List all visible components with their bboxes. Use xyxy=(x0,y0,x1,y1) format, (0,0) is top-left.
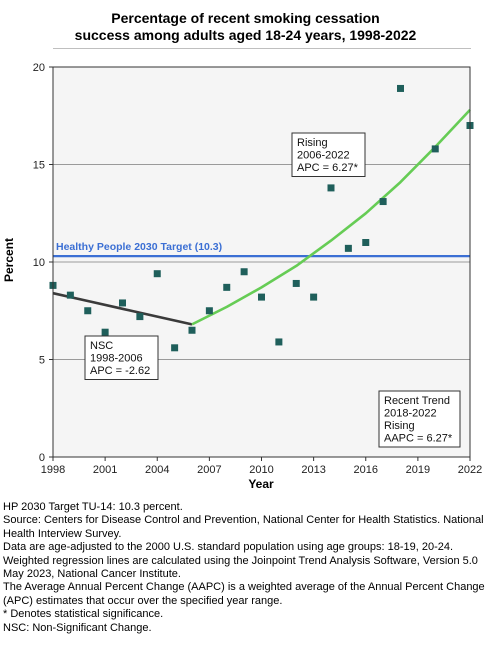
data-point xyxy=(240,268,248,276)
footnotes: HP 2030 Target TU-14: 10.3 percent. Sourc… xyxy=(3,501,489,635)
data-point xyxy=(362,239,370,246)
annotation-text: APC = -2.62 xyxy=(90,365,150,377)
data-point xyxy=(136,313,144,321)
annotation-text: Recent Trend xyxy=(384,395,450,407)
x-tick-label: 1998 xyxy=(41,464,65,476)
annotation-text: 2006-2022 xyxy=(297,150,350,162)
y-tick-label: 10 xyxy=(33,257,45,269)
data-point xyxy=(397,84,404,92)
x-axis-ticks: 1998 2001 2004 2007 2010 2013 2016 2019 2022 xyxy=(41,457,482,476)
annotation-text: 1998-2006 xyxy=(90,353,143,365)
y-tick-label: 15 xyxy=(33,160,45,172)
x-tick-label: 2013 xyxy=(301,464,325,476)
annotation-frame xyxy=(378,390,461,448)
y-axis-label: Percent xyxy=(2,238,16,282)
x-tick-label: 2010 xyxy=(249,464,273,476)
x-tick-label: 2022 xyxy=(458,464,482,476)
data-point xyxy=(188,326,196,334)
annotation-text: Rising xyxy=(384,420,415,432)
data-point xyxy=(292,279,300,287)
data-point xyxy=(275,338,283,346)
annotation-text: AAPC = 6.27* xyxy=(384,433,453,445)
data-point xyxy=(258,293,265,301)
footnote-line: Weighted regression lines are calculated… xyxy=(3,554,478,581)
data-point xyxy=(344,244,352,252)
footnote-line: HP 2030 Target TU-14: 10.3 percent. xyxy=(3,501,183,513)
x-tick-label: 2019 xyxy=(406,464,430,476)
data-point xyxy=(84,307,92,315)
data-point xyxy=(171,344,179,352)
x-axis-label: Year xyxy=(248,477,274,491)
trend-line xyxy=(52,291,193,326)
chart-title: Percentage of recent smoking cessation s… xyxy=(0,10,491,44)
footnote-line: * Denotes statistical significance. xyxy=(3,608,164,621)
x-tick-label: 2004 xyxy=(145,464,169,476)
data-point xyxy=(66,291,74,299)
annotation-frame xyxy=(291,132,366,177)
data-point xyxy=(101,328,109,336)
footnote-line: Data are age-adjusted to the 2000 U.S. s… xyxy=(3,541,454,554)
target-label: Healthy People 2030 Target (10.3) xyxy=(56,241,222,253)
data-point xyxy=(379,198,387,206)
trend-line xyxy=(191,109,471,326)
data-point xyxy=(310,293,318,301)
annotation-text: Rising xyxy=(297,137,328,149)
data-point xyxy=(327,184,335,192)
footnote-line: NSC: Non-Significant Change. xyxy=(3,621,152,634)
annotation-frame xyxy=(84,335,159,380)
annotation-text: APC = 6.27* xyxy=(297,162,359,174)
y-axis-ticks: 0 5 10 15 20 xyxy=(33,62,53,464)
title-divider xyxy=(53,48,471,49)
x-tick-label: 2001 xyxy=(93,464,117,476)
target-line-group: Healthy People 2030 Target (10.3) xyxy=(53,241,470,258)
annotation-text: 2018-2022 xyxy=(384,408,437,420)
data-point xyxy=(223,283,231,291)
data-point xyxy=(205,307,213,315)
annotation-text: NSC xyxy=(90,340,113,352)
data-point xyxy=(119,299,126,307)
chart-title-line-2: success among adults aged 18-24 years, 1… xyxy=(74,27,417,43)
x-tick-label: 2016 xyxy=(354,464,378,476)
data-point xyxy=(153,270,161,278)
chart-title-line-1: Percentage of recent smoking cessation xyxy=(111,10,380,26)
y-tick-label: 20 xyxy=(33,62,45,74)
y-tick-label: 5 xyxy=(39,355,45,367)
footnote-line: Source: Centers for Disease Control and … xyxy=(3,514,484,540)
footnote-line: The Average Annual Percent Change (AAPC)… xyxy=(3,581,485,607)
x-tick-label: 2007 xyxy=(197,464,221,476)
y-tick-label: 0 xyxy=(39,452,45,464)
scatter-chart: Healthy People 2030 Target (10.3) 1998 20… xyxy=(2,62,482,491)
trend-lines xyxy=(52,109,471,326)
data-point xyxy=(431,145,439,153)
